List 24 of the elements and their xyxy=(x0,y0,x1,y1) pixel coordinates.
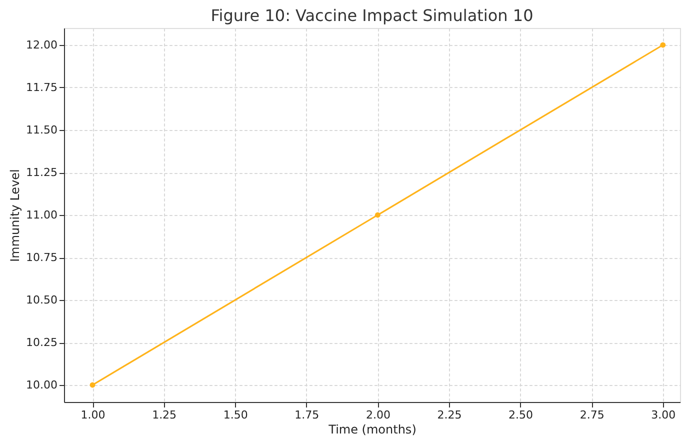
y-tick-label: 11.50 xyxy=(26,124,58,136)
point xyxy=(660,42,666,48)
x-tick-label: 2.75 xyxy=(580,408,604,422)
x-tick-label: 1.50 xyxy=(223,408,248,422)
y-tick-label: 11.25 xyxy=(26,166,58,179)
x-tick-label: 1.75 xyxy=(294,408,320,422)
y-tick-label: 10.00 xyxy=(26,378,58,392)
y-tick-label: 12.00 xyxy=(26,38,58,52)
y-axis-title: Immunity Level xyxy=(8,169,22,262)
x-tick-label: 2.00 xyxy=(366,408,390,422)
x-tick-label: 1.00 xyxy=(80,408,106,422)
x-axis-title: Time (months) xyxy=(328,422,416,436)
x-tick-label: 3.00 xyxy=(651,408,676,422)
chart-title: Figure 10: Vaccine Impact Simulation 10 xyxy=(210,6,534,25)
x-tick-label: 2.50 xyxy=(508,408,534,422)
point xyxy=(90,382,96,388)
point xyxy=(374,212,380,218)
x-tick-label: 1.25 xyxy=(152,408,177,422)
x-tick-label: 2.25 xyxy=(437,408,462,422)
y-tick-label: 10.75 xyxy=(26,251,58,264)
y-tick-label: 10.50 xyxy=(26,294,58,306)
y-tick-label: 10.25 xyxy=(26,336,58,349)
y-tick-label: 11.75 xyxy=(26,81,58,94)
y-tick-label: 11.00 xyxy=(26,208,58,222)
